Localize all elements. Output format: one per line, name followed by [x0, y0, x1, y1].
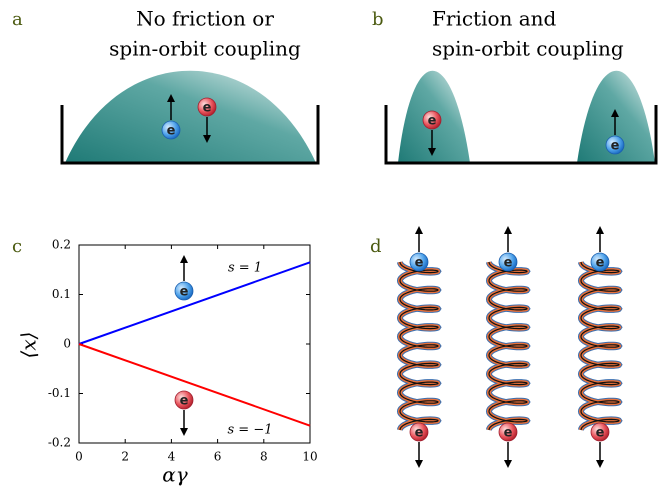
- series-line: [78, 343, 311, 427]
- y-tick-label: -0.2: [48, 436, 71, 450]
- box: [384, 105, 658, 165]
- y-axis-label: ⟨x⟩: [17, 332, 41, 359]
- electron-label: e: [611, 139, 620, 154]
- electron: [605, 135, 625, 155]
- x-axis-label: αγ: [162, 463, 188, 487]
- y-tick-label: -0.1: [48, 386, 71, 400]
- panel-label: a: [12, 9, 23, 30]
- electron-label: e: [504, 256, 513, 271]
- spring: [488, 261, 528, 431]
- panel-title: spin-orbit coupling: [109, 37, 301, 61]
- electron: [590, 422, 610, 442]
- spring: [399, 261, 439, 431]
- electron-label: e: [504, 426, 513, 441]
- y-tick-label: 0.2: [52, 238, 71, 252]
- wavepacket: [65, 70, 316, 163]
- electron-label: e: [180, 394, 189, 409]
- panel-label: c: [12, 236, 22, 257]
- panel-title: spin-orbit coupling: [432, 37, 624, 61]
- series-label: s = −1: [228, 423, 273, 438]
- x-tick-label: 6: [214, 450, 222, 464]
- electron: [590, 252, 610, 272]
- panel-label: d: [370, 236, 382, 257]
- electron-label: e: [415, 256, 424, 271]
- electron-label: e: [428, 114, 437, 129]
- x-tick-label: 0: [75, 450, 83, 464]
- x-tick-label: 2: [121, 450, 129, 464]
- electron-label: e: [167, 124, 176, 139]
- electron-label: e: [415, 426, 424, 441]
- electron: [498, 422, 518, 442]
- electron: [197, 97, 217, 117]
- electron-label: e: [203, 101, 212, 116]
- electron-label: e: [180, 285, 189, 300]
- series-line: [78, 261, 311, 345]
- panel-title: Friction and: [432, 7, 557, 31]
- electron-label: e: [596, 426, 605, 441]
- x-tick-label: 4: [168, 450, 176, 464]
- y-tick-label: 0.1: [52, 287, 71, 301]
- electron: [161, 120, 181, 140]
- spring: [580, 261, 620, 431]
- y-tick-label: 0: [63, 337, 71, 351]
- electron: [174, 390, 194, 410]
- electron-label: e: [596, 256, 605, 271]
- electron: [174, 281, 194, 301]
- panel-label: b: [372, 9, 384, 30]
- electron: [409, 252, 429, 272]
- x-tick-label: 8: [260, 450, 268, 464]
- electron: [498, 252, 518, 272]
- panel-title: No friction or: [136, 7, 274, 31]
- electron: [422, 110, 442, 130]
- x-tick-label: 10: [302, 450, 317, 464]
- electron: [409, 422, 429, 442]
- box: [60, 105, 320, 165]
- series-label: s = 1: [228, 261, 262, 276]
